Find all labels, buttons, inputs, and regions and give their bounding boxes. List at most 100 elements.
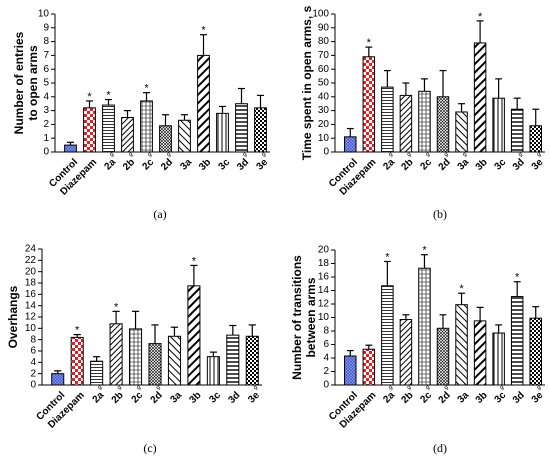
y-tick-label: 8 [323,326,329,337]
y-tick-label: 6 [30,346,36,357]
panel-label: (c) [143,441,156,455]
x-tick-label: 3d [235,157,251,173]
bar [473,42,487,153]
bar [197,54,210,153]
bar [381,86,394,153]
bar [529,317,542,386]
x-tick-superscript: g [462,151,469,158]
bar [235,103,248,153]
bar [436,327,450,386]
panel-label: (b) [433,207,447,221]
bar [140,100,153,153]
panel-label: (a) [153,207,166,221]
bar [159,125,172,153]
y-tick-label: 0 [43,147,49,158]
y-tick-label: 6 [43,64,49,75]
x-tick-superscript: g [443,384,450,391]
x-tick-label: 3a [179,157,195,173]
x-tick-label: 2c [130,390,146,406]
y-tick-label: 60 [318,64,330,75]
x-tick-label: 2d [437,157,453,173]
x-tick-label: 3e [246,390,262,406]
x-tick-superscript: g [406,384,413,391]
y-tick-label: 22 [25,255,37,266]
bar [418,90,431,153]
significance-mark: * [515,272,520,284]
x-tick-label: 3d [511,390,527,406]
significance-mark: * [106,90,111,102]
y-tick-label: 10 [318,133,330,144]
x-tick-superscript: g [136,384,143,391]
x-tick-superscript: g [261,151,268,158]
x-tick-label: 3e [255,157,271,173]
x-tick-label: 2d [149,390,165,406]
x-tick-label: 3d [226,390,242,406]
bar [381,285,394,386]
x-tick-superscript: g [252,384,259,391]
y-tick-label: 16 [318,272,330,283]
y-tick-label: 30 [318,105,330,116]
bar [187,285,201,386]
x-tick-label: 3c [217,157,233,173]
x-tick-superscript: g [388,151,395,158]
x-tick-superscript: g [499,384,506,391]
y-tick-label: 14 [25,300,37,311]
y-tick-label: 16 [25,289,37,300]
bar [178,119,191,153]
bar [216,112,229,153]
x-tick-superscript: g [147,151,154,158]
significance-mark: * [201,25,206,37]
y-tick-label: 20 [318,119,330,130]
x-tick-label: 2b [110,390,126,406]
bar [245,335,259,386]
bar [148,343,162,386]
x-tick-label: 3e [530,157,546,173]
y-tick-label: 8 [43,36,49,47]
bar [51,373,65,386]
y-tick-label: 9 [43,22,49,33]
y-tick-label: 80 [318,36,330,47]
x-tick-superscript: g [242,151,249,158]
y-tick-label: 2 [30,368,36,379]
x-tick-label: 3b [197,157,213,173]
x-tick-label: 2c [418,390,434,406]
y-tick-label: 5 [43,78,49,89]
x-tick-superscript: g [536,151,543,158]
x-tick-superscript: g [116,384,123,391]
x-tick-superscript: g [536,384,543,391]
bar [362,56,376,153]
y-axis-label: between arms [304,277,318,357]
bar [70,336,84,386]
x-tick-label: 3c [207,390,223,406]
y-tick-label: 12 [25,312,37,323]
x-tick-superscript: g [155,384,162,391]
x-tick-superscript: g [388,384,395,391]
y-tick-label: 4 [43,91,49,102]
y-tick-label: 20 [318,245,330,256]
y-axis-label: Overhangs [6,285,20,348]
y-tick-label: 8 [30,334,36,345]
x-tick-label: 3b [474,157,490,173]
x-tick-superscript: g [97,384,104,391]
x-tick-label: 2a [103,157,119,173]
bar [121,117,134,153]
x-tick-label: 2a [381,390,397,406]
y-tick-label: 7 [43,50,49,61]
significance-mark: * [114,301,119,313]
x-tick-superscript: g [406,151,413,158]
x-tick-label: 3b [474,390,490,406]
y-tick-label: 18 [25,278,37,289]
x-tick-superscript: g [425,151,432,158]
x-tick-superscript: g [425,384,432,391]
bar [418,267,431,386]
y-tick-label: 2 [323,366,329,377]
bar [344,136,357,153]
bar [510,296,524,386]
x-tick-label: 2d [159,157,175,173]
x-tick-label: 2c [418,157,434,173]
significance-mark: * [422,245,427,257]
bar [362,348,376,386]
y-tick-label: 6 [323,339,329,350]
x-tick-label: 2b [400,157,416,173]
